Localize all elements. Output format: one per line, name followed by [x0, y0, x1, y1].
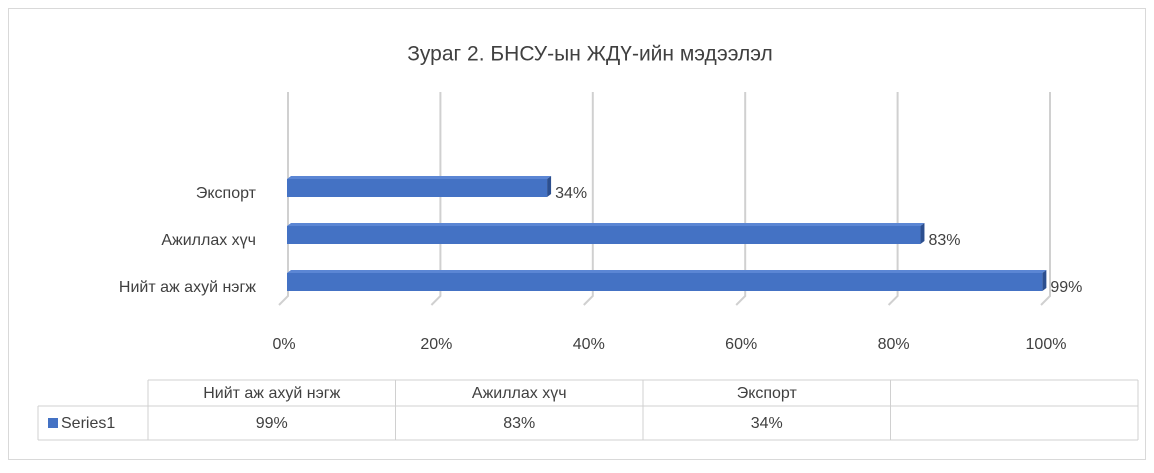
table-header: Экспорт [737, 385, 798, 402]
table-header: Ажиллах хүч [472, 385, 567, 402]
bar [287, 273, 1043, 291]
bar [287, 179, 548, 197]
legend-label: Series1 [61, 415, 115, 432]
grid-line [583, 92, 594, 306]
grid-line [278, 92, 289, 306]
y-tick-label: Нийт аж ахуй нэгж [119, 279, 256, 296]
chart-title: Зураг 2. БНСУ-ын ЖДҮ-ийн мэдээлэл [407, 43, 773, 66]
table-header: Нийт аж ахуй нэгж [203, 385, 340, 402]
x-tick-label: 20% [420, 336, 452, 353]
table-value: 83% [503, 415, 535, 432]
x-tick-label: 0% [272, 336, 295, 353]
data-label: 99% [1050, 279, 1082, 296]
legend-swatch [48, 418, 58, 428]
x-tick-label: 100% [1026, 336, 1067, 353]
bar-top [287, 270, 1047, 273]
data-label: 83% [928, 232, 960, 249]
grid-line [1040, 92, 1051, 306]
x-tick-label: 40% [573, 336, 605, 353]
bar-side [920, 223, 925, 244]
grid-line [430, 92, 442, 306]
table-value: 99% [256, 415, 288, 432]
bar-side [547, 176, 552, 197]
bar [287, 226, 921, 244]
bar-top [287, 223, 925, 226]
y-tick-label: Экспорт [196, 185, 257, 202]
x-tick-label: 80% [878, 336, 910, 353]
bar-side [1042, 270, 1047, 291]
y-tick-label: Ажиллах хүч [161, 232, 256, 249]
table-value: 34% [751, 415, 783, 432]
x-tick-label: 60% [725, 336, 757, 353]
data-label: 34% [555, 185, 587, 202]
grid-line [887, 92, 899, 306]
grid-line [735, 92, 747, 306]
bar-top [287, 176, 552, 179]
